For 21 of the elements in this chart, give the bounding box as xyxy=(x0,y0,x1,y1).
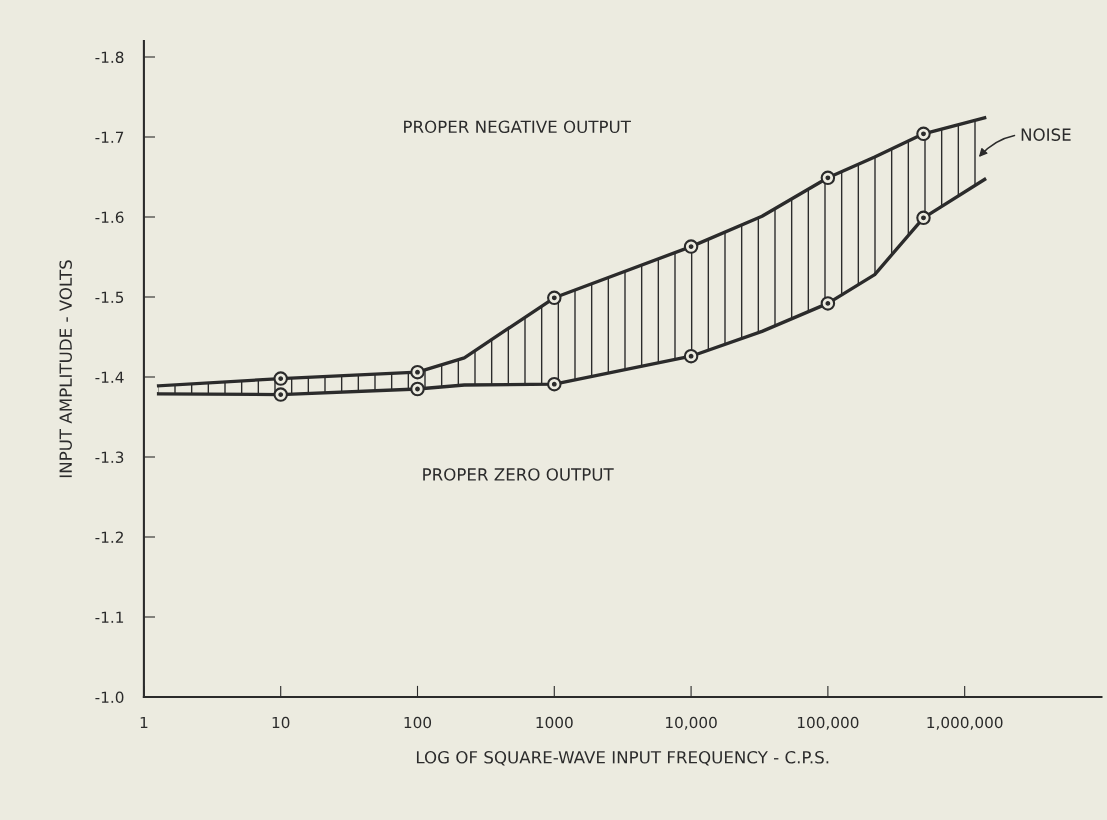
y-tick-label: -1.5 xyxy=(95,291,124,304)
x-tick-label: 100 xyxy=(404,716,432,729)
y-axis-title: INPUT AMPLITUDE - VOLTS xyxy=(59,260,72,478)
y-tick-label: -1.1 xyxy=(95,611,124,623)
x-tick-label: 100,000 xyxy=(797,716,859,730)
x-tick-label: 10,000 xyxy=(666,716,717,730)
annotation: PROPER NEGATIVE OUTPUT xyxy=(404,120,631,134)
x-tick-label: 1000 xyxy=(536,716,573,729)
y-tick-label: -1.6 xyxy=(95,211,124,224)
y-tick-label: -1.3 xyxy=(95,451,124,464)
y-tick-label: -1.8 xyxy=(95,51,124,64)
y-tick-label: -1.2 xyxy=(95,531,123,543)
annotation: PROPER ZERO OUTPUT xyxy=(423,468,614,481)
annotation: NOISE xyxy=(1021,128,1071,141)
y-tick-label: -1.4 xyxy=(95,371,124,383)
x-tick-label: 1,000,000 xyxy=(927,716,1003,730)
y-tick-label: -1.7 xyxy=(95,131,124,143)
y-tick-label: -1.0 xyxy=(95,691,124,704)
x-tick-label: 10 xyxy=(272,716,290,729)
x-tick-label: 1 xyxy=(140,716,148,729)
x-axis-title: LOG OF SQUARE-WAVE INPUT FREQUENCY - C.P.S. xyxy=(416,750,829,766)
